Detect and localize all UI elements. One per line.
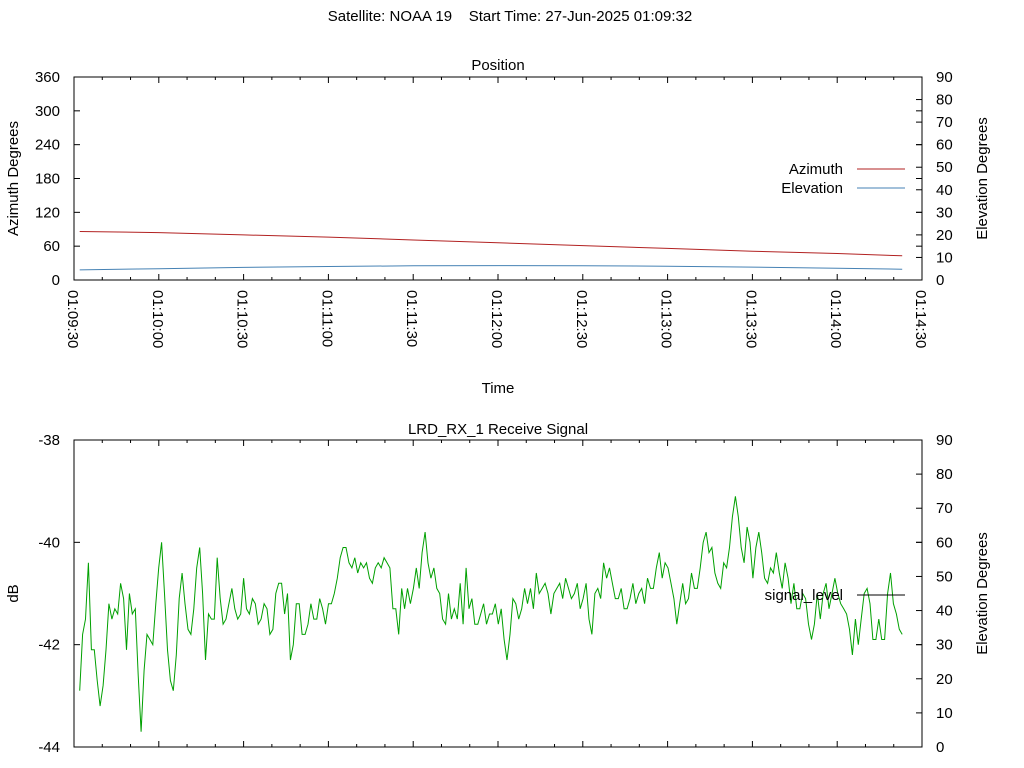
y-tick-label: 300 (35, 103, 60, 120)
y-axis-label: Azimuth Degrees (5, 121, 22, 236)
y2-tick-label: 30 (936, 204, 953, 221)
y2-tick-label: 10 (936, 705, 953, 722)
y2-tick-label: 40 (936, 182, 953, 199)
y-tick-label: -40 (38, 534, 60, 551)
x-tick-label: 01:12:00 (488, 290, 505, 348)
y2-tick-label: 30 (936, 637, 953, 654)
series-line-elevation (79, 265, 903, 271)
x-tick-label: 01:14:00 (827, 290, 844, 348)
x-tick-label: 01:14:30 (912, 290, 929, 348)
chart-title: Position (471, 57, 524, 74)
y-tick-label: -42 (38, 637, 60, 654)
y-tick-label: -44 (38, 739, 60, 756)
series-line-signal-level (79, 496, 903, 732)
series-line-azimuth (79, 231, 903, 257)
y-tick-label: 360 (35, 69, 60, 86)
y2-tick-label: 0 (936, 272, 944, 289)
y2-axis-label: Elevation Degrees (974, 532, 991, 655)
y2-tick-label: 20 (936, 227, 953, 244)
y2-tick-label: 60 (936, 534, 953, 551)
x-tick-label: 01:09:30 (64, 290, 81, 348)
legend-label: Elevation (781, 180, 843, 197)
x-tick-label: 01:12:30 (573, 290, 590, 348)
x-axis-label: Time (482, 380, 515, 397)
start-time-label: Start Time: 27-Jun-2025 01:09:32 (468, 8, 693, 25)
y2-tick-label: 0 (936, 739, 944, 756)
position-chart: Position 0 60 120 180 240 300 360 0 10 20 30 40 50 60 7… (5, 57, 991, 397)
y2-tick-label: 90 (936, 432, 953, 449)
y-tick-label: 60 (43, 238, 60, 255)
x-tick-label: 01:13:30 (742, 290, 759, 348)
x-tick-label: 01:11:00 (318, 290, 335, 347)
y2-axis-label: Elevation Degrees (974, 117, 991, 240)
page-title: Satellite: NOAA 19 Start Time: 27-Jun-20… (0, 8, 1020, 25)
y2-tick-label: 80 (936, 466, 953, 483)
y2-tick-label: 90 (936, 69, 953, 86)
y2-tick-label: 50 (936, 159, 953, 176)
y2-tick-label: 10 (936, 249, 953, 266)
satellite-label: Satellite: NOAA 19 (327, 8, 453, 25)
x-tick-label: 01:13:00 (658, 290, 675, 348)
y-tick-label: 180 (35, 171, 60, 188)
y2-tick-label: 80 (936, 92, 953, 109)
chart-title: LRD_RX_1 Receive Signal (408, 421, 588, 438)
signal-chart: LRD_RX_1 Receive Signal -44 -42 -40 -38 0 10 20… (5, 421, 991, 756)
x-tick-label: 01:10:00 (149, 290, 166, 348)
y2-tick-label: 50 (936, 568, 953, 585)
y-tick-label: -38 (38, 432, 60, 449)
y2-tick-label: 60 (936, 137, 953, 154)
y2-tick-label: 40 (936, 603, 953, 620)
y2-tick-label: 20 (936, 671, 953, 688)
y2-tick-label: 70 (936, 500, 953, 517)
y-tick-label: 120 (35, 204, 60, 221)
y2-tick-label: 70 (936, 114, 953, 131)
y-tick-label: 240 (35, 137, 60, 154)
legend-label: signal_level (765, 587, 843, 604)
x-tick-label: 01:10:30 (234, 290, 251, 348)
legend-label: Azimuth (789, 161, 843, 178)
y-axis-label: dB (5, 584, 22, 602)
x-tick-label: 01:11:30 (403, 290, 420, 347)
y-tick-label: 0 (52, 272, 60, 289)
plot-frame (73, 76, 923, 281)
